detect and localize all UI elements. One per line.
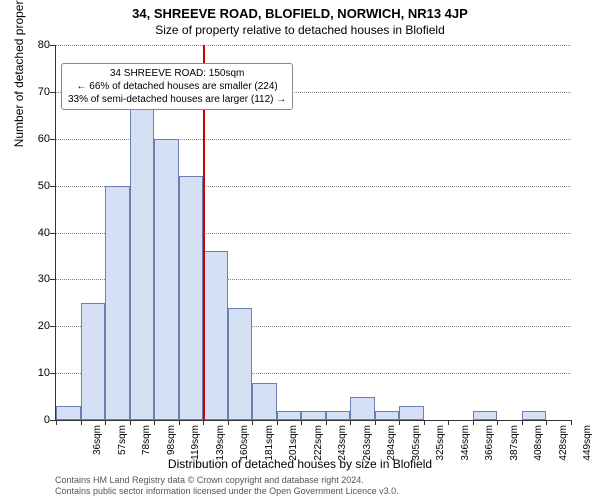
annotation-line-2: ← 66% of detached houses are smaller (22… — [68, 80, 286, 93]
histogram-bar — [522, 411, 547, 420]
histogram-bar — [473, 411, 498, 420]
histogram-bar — [326, 411, 351, 420]
histogram-bar — [350, 397, 375, 420]
histogram-bar — [277, 411, 302, 420]
histogram-bar — [252, 383, 277, 421]
y-axis-label: Number of detached properties — [12, 0, 26, 147]
histogram-bar — [375, 411, 400, 420]
annotation-callout: 34 SHREEVE ROAD: 150sqm ← 66% of detache… — [61, 63, 293, 110]
histogram-bar — [228, 308, 253, 421]
y-tick-label: 70 — [25, 86, 50, 98]
histogram-bar — [179, 176, 204, 420]
histogram-bar — [130, 106, 155, 420]
y-tick-label: 10 — [25, 367, 50, 379]
y-tick-label: 20 — [25, 320, 50, 332]
histogram-bar — [154, 139, 179, 420]
histogram-bar — [203, 251, 228, 420]
annotation-line-1: 34 SHREEVE ROAD: 150sqm — [68, 67, 286, 80]
y-tick-label: 80 — [25, 39, 50, 51]
histogram-bar — [81, 303, 106, 420]
y-tick-label: 0 — [25, 414, 50, 426]
y-tick-label: 50 — [25, 180, 50, 192]
chart-subtitle: Size of property relative to detached ho… — [0, 21, 600, 37]
annotation-line-3: 33% of semi-detached houses are larger (… — [68, 93, 286, 106]
chart-title: 34, SHREEVE ROAD, BLOFIELD, NORWICH, NR1… — [0, 0, 600, 21]
histogram-bar — [399, 406, 424, 420]
y-tick-label: 60 — [25, 133, 50, 145]
chart-plot-area: 34 SHREEVE ROAD: 150sqm ← 66% of detache… — [55, 45, 571, 421]
footer-attribution: Contains HM Land Registry data © Crown c… — [55, 475, 399, 497]
y-tick-label: 30 — [25, 273, 50, 285]
footer-line-2: Contains public sector information licen… — [55, 486, 399, 497]
histogram-bar — [105, 186, 130, 420]
histogram-bar — [301, 411, 326, 420]
y-tick-label: 40 — [25, 227, 50, 239]
histogram-bar — [56, 406, 81, 420]
x-axis-label: Distribution of detached houses by size … — [0, 457, 600, 471]
footer-line-1: Contains HM Land Registry data © Crown c… — [55, 475, 399, 486]
